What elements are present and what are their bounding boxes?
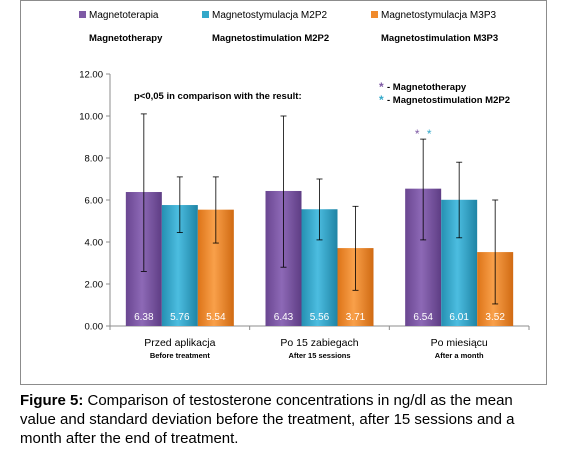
key-symbol-1: *	[379, 93, 384, 107]
key-text-0: - Magnetotherapy	[387, 82, 467, 93]
annotations: p<0,05 in comparison with the result:* - …	[134, 80, 510, 141]
bar-value-label-s1-c0: 5.76	[170, 312, 190, 323]
legend-label-0: Magnetoterapia	[89, 10, 159, 21]
x-category-label-2: Po miesiącu	[431, 337, 488, 349]
y-tick-label-2: 4.00	[85, 238, 104, 249]
y-tick-label-4: 8.00	[85, 154, 104, 165]
x-axis-labels: Przed aplikacja Before treatment Po 15 zab…	[144, 337, 488, 360]
y-tick-label-0: 0.00	[85, 322, 104, 333]
legend-label-1: Magnetostymulacja M2P2	[212, 10, 327, 21]
legend-sublabel-0: Magnetotherapy	[89, 33, 163, 44]
key-text-1: - Magnetostimulation M2P2	[387, 95, 510, 106]
bar-chart: Magnetoterapia Magnetotherapy Magnetostymu…	[79, 10, 530, 360]
x-category-label-1: Po 15 zabiegach	[280, 337, 358, 349]
caption-label: Figure 5:	[20, 392, 84, 409]
bar-value-label-s0-c2: 6.54	[413, 312, 433, 323]
pvalue-note: p<0,05 in comparison with the result:	[134, 91, 302, 102]
significance-mark-0: *	[415, 127, 420, 141]
caption-text: Comparison of testosterone concentration…	[20, 392, 515, 447]
x-category-sublabel-0: Before treatment	[150, 351, 211, 360]
bar-value-label-s1-c2: 6.01	[449, 312, 469, 323]
x-category-label-0: Przed aplikacja	[144, 337, 215, 349]
key-symbol-0: *	[379, 80, 384, 94]
y-tick-label-5: 10.00	[79, 112, 103, 123]
legend-swatch-2	[371, 11, 378, 18]
x-category-sublabel-2: After a month	[435, 351, 484, 360]
chart-frame: Magnetoterapia Magnetotherapy Magnetostymu…	[20, 0, 547, 385]
bar-value-label-s0-c0: 6.38	[134, 312, 154, 323]
x-category-sublabel-1: After 15 sessions	[288, 351, 350, 360]
y-tick-label-3: 6.00	[85, 196, 104, 207]
bar-value-label-s2-c2: 3.52	[485, 312, 505, 323]
legend-sublabel-1: Magnetostimulation M2P2	[212, 33, 329, 44]
y-tick-label-6: 12.00	[79, 70, 103, 81]
legend-label-2: Magnetostymulacja M3P3	[381, 10, 496, 21]
bars: 6.38 6.43 6.54 5.76 5.56 6.01 5.54 3.71 3.52	[125, 188, 514, 326]
legend: Magnetoterapia Magnetotherapy Magnetostymu…	[79, 10, 498, 44]
legend-swatch-1	[202, 11, 209, 18]
bar-value-label-s2-c1: 3.71	[346, 312, 366, 323]
error-bars	[140, 113, 499, 305]
legend-swatch-0	[79, 11, 86, 18]
bar-value-label-s1-c1: 5.56	[310, 312, 330, 323]
legend-sublabel-2: Magnetostimulation M3P3	[381, 33, 498, 44]
significance-mark-1: *	[427, 127, 432, 141]
bar-value-label-s0-c1: 6.43	[274, 312, 294, 323]
bar-value-label-s2-c0: 5.54	[206, 312, 226, 323]
y-tick-label-1: 2.00	[85, 280, 104, 291]
figure-caption: Figure 5: Comparison of testosterone con…	[20, 391, 548, 448]
